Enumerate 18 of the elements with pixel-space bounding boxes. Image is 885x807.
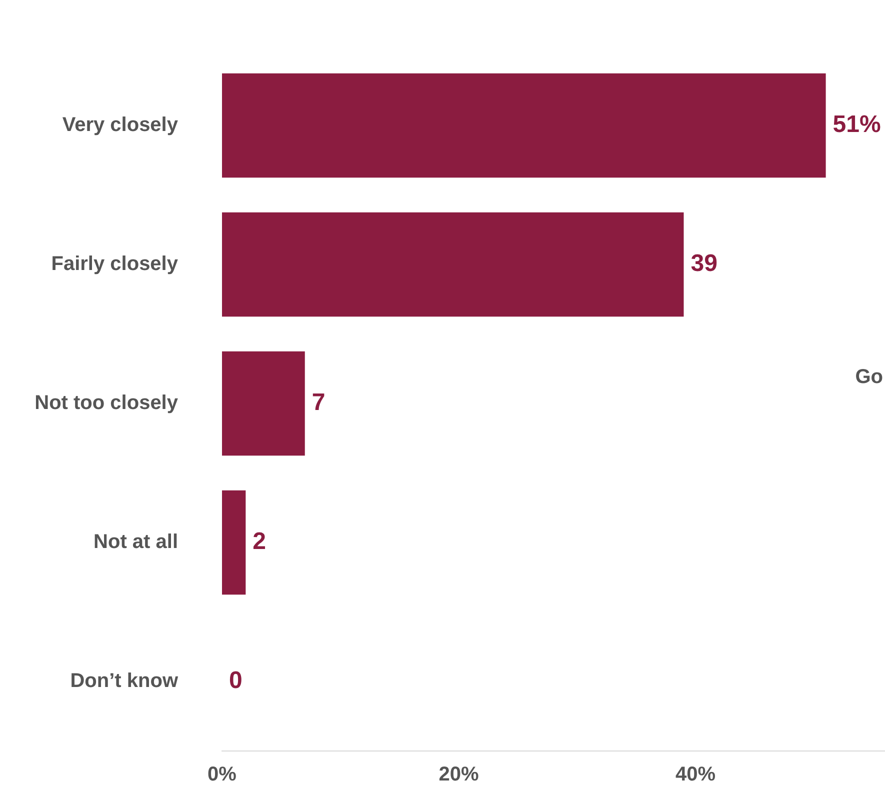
data-label: 39 <box>690 250 718 278</box>
y-tick-label: Don’t know <box>70 670 178 692</box>
bar <box>222 490 246 595</box>
annotation: Go <box>855 366 883 388</box>
y-tick-label: Fairly closely <box>51 253 179 276</box>
y-tick-label: Not at all <box>94 531 178 554</box>
y-tick-label: Very closely <box>62 114 179 136</box>
data-label: 0 <box>229 667 242 694</box>
x-tick-label: 20% <box>438 764 480 786</box>
data-label: 2 <box>252 528 266 556</box>
bar <box>222 212 684 317</box>
data-label: 51% <box>832 111 881 138</box>
x-tick-label: 0% <box>208 764 237 786</box>
y-tick-label: Not too closely <box>34 392 179 414</box>
x-tick-label: 40% <box>676 764 716 786</box>
bar <box>222 73 826 178</box>
data-label: 7 <box>312 389 326 416</box>
bar <box>222 351 305 456</box>
